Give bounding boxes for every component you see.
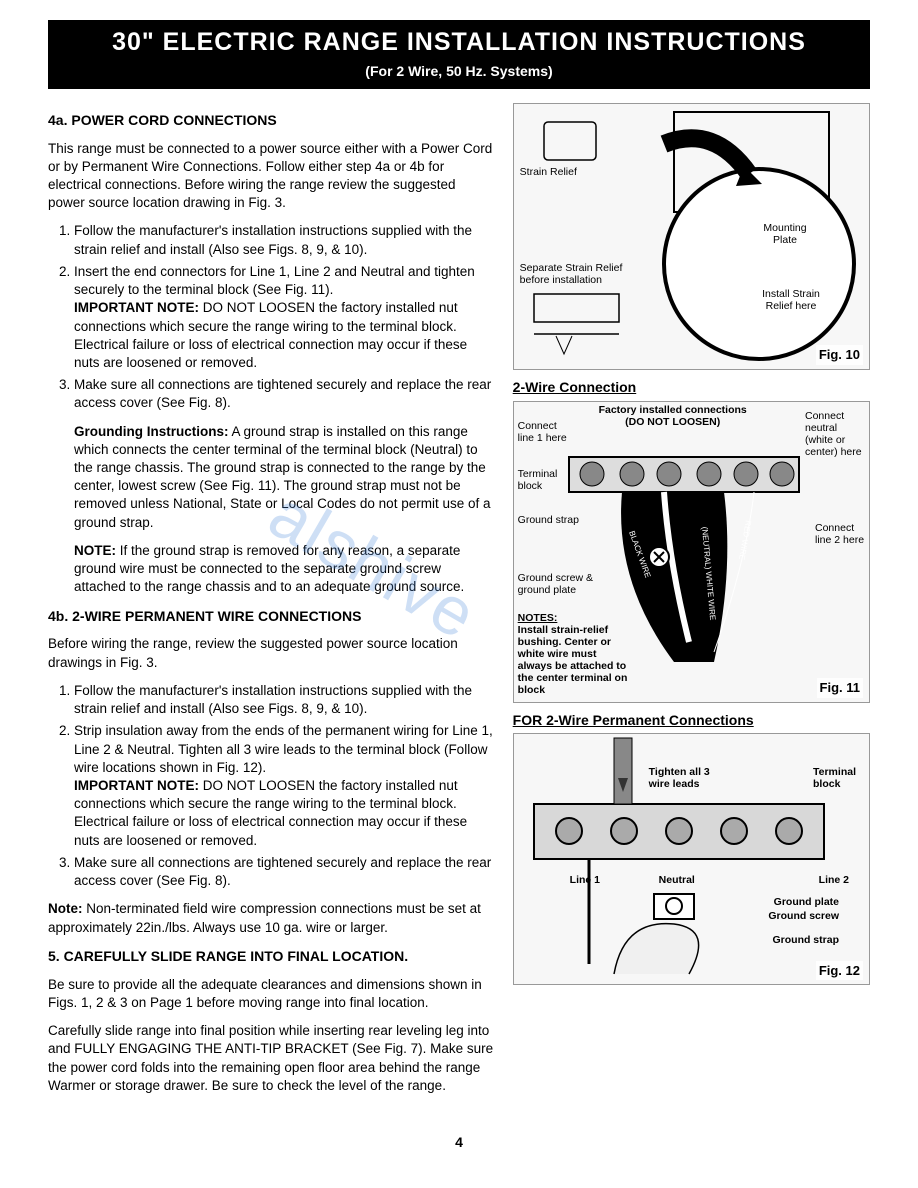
section-4a-list: Follow the manufacturer's installation i… bbox=[48, 222, 495, 412]
section-4a-heading: 4a. POWER CORD CONNECTIONS bbox=[48, 111, 495, 130]
fig11-label: Fig. 11 bbox=[817, 678, 863, 698]
fig11-ground-strap-label: Ground strap bbox=[518, 514, 588, 526]
important-note-label: IMPORTANT NOTE: bbox=[74, 778, 199, 793]
fig10-separate-label: Separate Strain Relief before installati… bbox=[520, 262, 640, 286]
document-page: alshive 30" ELECTRIC RANGE INSTALLATION … bbox=[0, 0, 918, 1172]
fig12-tighten-label: Tighten all 3 wire leads bbox=[649, 766, 729, 790]
section-4a-intro: This range must be connected to a power … bbox=[48, 140, 495, 213]
fig12-ground-strap-label: Ground strap bbox=[772, 934, 839, 946]
section-4b-bottom-note: Note: Non-terminated field wire compress… bbox=[48, 900, 495, 936]
fig11-notes: NOTES: Install strain-relief bushing. Ce… bbox=[518, 612, 628, 696]
important-note-label: IMPORTANT NOTE: bbox=[74, 300, 199, 315]
fig11-heading: 2-Wire Connection bbox=[513, 378, 870, 397]
note-label: NOTE: bbox=[74, 543, 116, 558]
fig10-mounting-label: Mounting Plate bbox=[761, 222, 809, 246]
fig12-label: Fig. 12 bbox=[816, 961, 863, 981]
figure-12: Tighten all 3 wire leads Terminal block … bbox=[513, 733, 870, 985]
fig12-ground-screw-label: Ground screw bbox=[768, 910, 839, 922]
list-item: Follow the manufacturer's installation i… bbox=[74, 222, 495, 258]
page-number: 4 bbox=[48, 1133, 870, 1152]
section-4b-list: Follow the manufacturer's installation i… bbox=[48, 682, 495, 890]
fig11-factory-label: Factory installed connections (DO NOT LO… bbox=[598, 404, 748, 428]
page-subtitle: (For 2 Wire, 50 Hz. Systems) bbox=[48, 62, 870, 81]
figure-10: Strain Relief Separate Strain Relief bef… bbox=[513, 103, 870, 370]
fig11-connect-neutral-label: Connect neutral (white or center) here bbox=[805, 410, 865, 458]
section-5-p1: Be sure to provide all the adequate clea… bbox=[48, 976, 495, 1012]
section-5-heading: 5. CAREFULLY SLIDE RANGE INTO FINAL LOCA… bbox=[48, 947, 495, 966]
figure-column: Strain Relief Separate Strain Relief bef… bbox=[513, 103, 870, 1105]
list-item: Insert the end connectors for Line 1, Li… bbox=[74, 263, 495, 372]
page-title: 30" ELECTRIC RANGE INSTALLATION INSTRUCT… bbox=[48, 26, 870, 60]
fig12-neutral-label: Neutral bbox=[659, 874, 695, 886]
fig12-heading: FOR 2-Wire Permanent Connections bbox=[513, 711, 870, 730]
list-item: Follow the manufacturer's installation i… bbox=[74, 682, 495, 718]
note-paragraph: NOTE: If the ground strap is removed for… bbox=[74, 542, 495, 597]
section-4b-heading: 4b. 2-WIRE PERMANENT WIRE CONNECTIONS bbox=[48, 607, 495, 626]
fig12-ground-plate-label: Ground plate bbox=[774, 896, 839, 908]
section-4b-intro: Before wiring the range, review the sugg… bbox=[48, 635, 495, 671]
grounding-label: Grounding Instructions: bbox=[74, 424, 229, 439]
fig12-line2-label: Line 2 bbox=[819, 874, 849, 886]
note-label: Note: bbox=[48, 901, 83, 916]
fig12-terminal-label: Terminal block bbox=[813, 766, 863, 790]
section-5-p2: Carefully slide range into final positio… bbox=[48, 1022, 495, 1095]
fig12-line1-label: Line 1 bbox=[570, 874, 600, 886]
fig11-connect-l2-label: Connect line 2 here bbox=[815, 522, 865, 546]
list-item: Strip insulation away from the ends of t… bbox=[74, 722, 495, 850]
fig10-strain-relief-label: Strain Relief bbox=[520, 166, 577, 178]
text-column: 4a. POWER CORD CONNECTIONS This range mu… bbox=[48, 103, 495, 1105]
list-item: Make sure all connections are tightened … bbox=[74, 854, 495, 890]
fig11-terminal-label: Terminal block bbox=[518, 468, 568, 492]
fig10-install-label: Install Strain Relief here bbox=[761, 288, 821, 312]
fig11-connect-l1-label: Connect line 1 here bbox=[518, 420, 568, 444]
fig10-label: Fig. 10 bbox=[816, 345, 863, 365]
fig11-ground-screw-label: Ground screw & ground plate bbox=[518, 572, 598, 596]
header-bar: 30" ELECTRIC RANGE INSTALLATION INSTRUCT… bbox=[48, 20, 870, 89]
grounding-paragraph: Grounding Instructions: A ground strap i… bbox=[74, 423, 495, 532]
figure-11: Factory installed connections (DO NOT LO… bbox=[513, 401, 870, 703]
fig10-diagram bbox=[514, 104, 869, 369]
svg-text:RED WIRE: RED WIRE bbox=[737, 519, 753, 560]
list-item: Make sure all connections are tightened … bbox=[74, 376, 495, 412]
